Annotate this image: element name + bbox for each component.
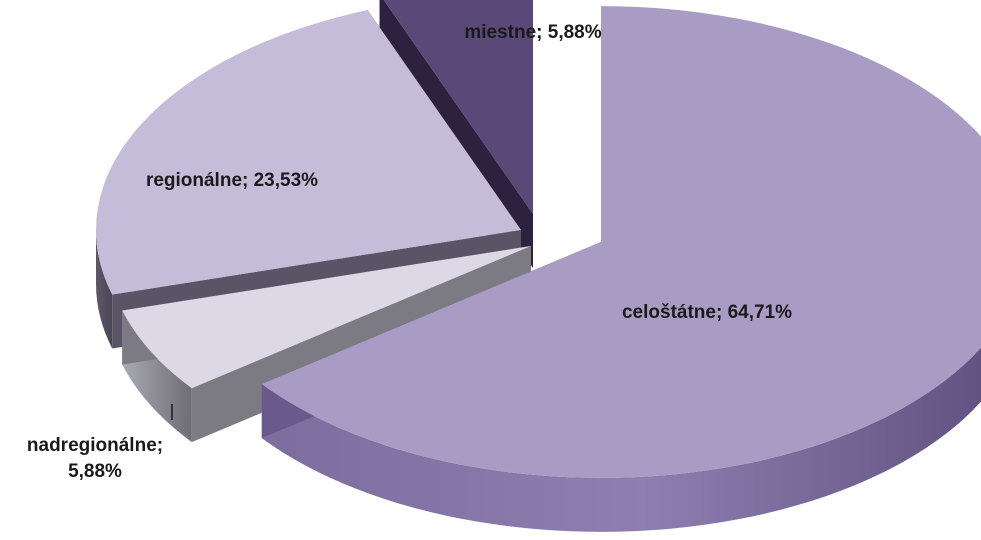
data-label-nadregionalne: nadregionálne;	[27, 435, 163, 456]
slice-side-regionalne	[96, 230, 113, 349]
slice-regionalne	[95, 10, 521, 295]
slice-tops	[95, 0, 981, 478]
data-label-celostatne: celoštátne; 64,71%	[622, 302, 792, 323]
slice-side-celostatne	[261, 347, 981, 532]
slice-miestne	[383, 0, 533, 214]
data-label-miestne: miestne; 5,88%	[464, 22, 601, 43]
slice-nadregionalne	[122, 246, 531, 389]
data-label-regionalne: regionálne; 23,53%	[146, 170, 318, 191]
slice-celostatne	[261, 6, 981, 478]
data-label-nadregionalne-value: 5,88%	[68, 461, 122, 482]
